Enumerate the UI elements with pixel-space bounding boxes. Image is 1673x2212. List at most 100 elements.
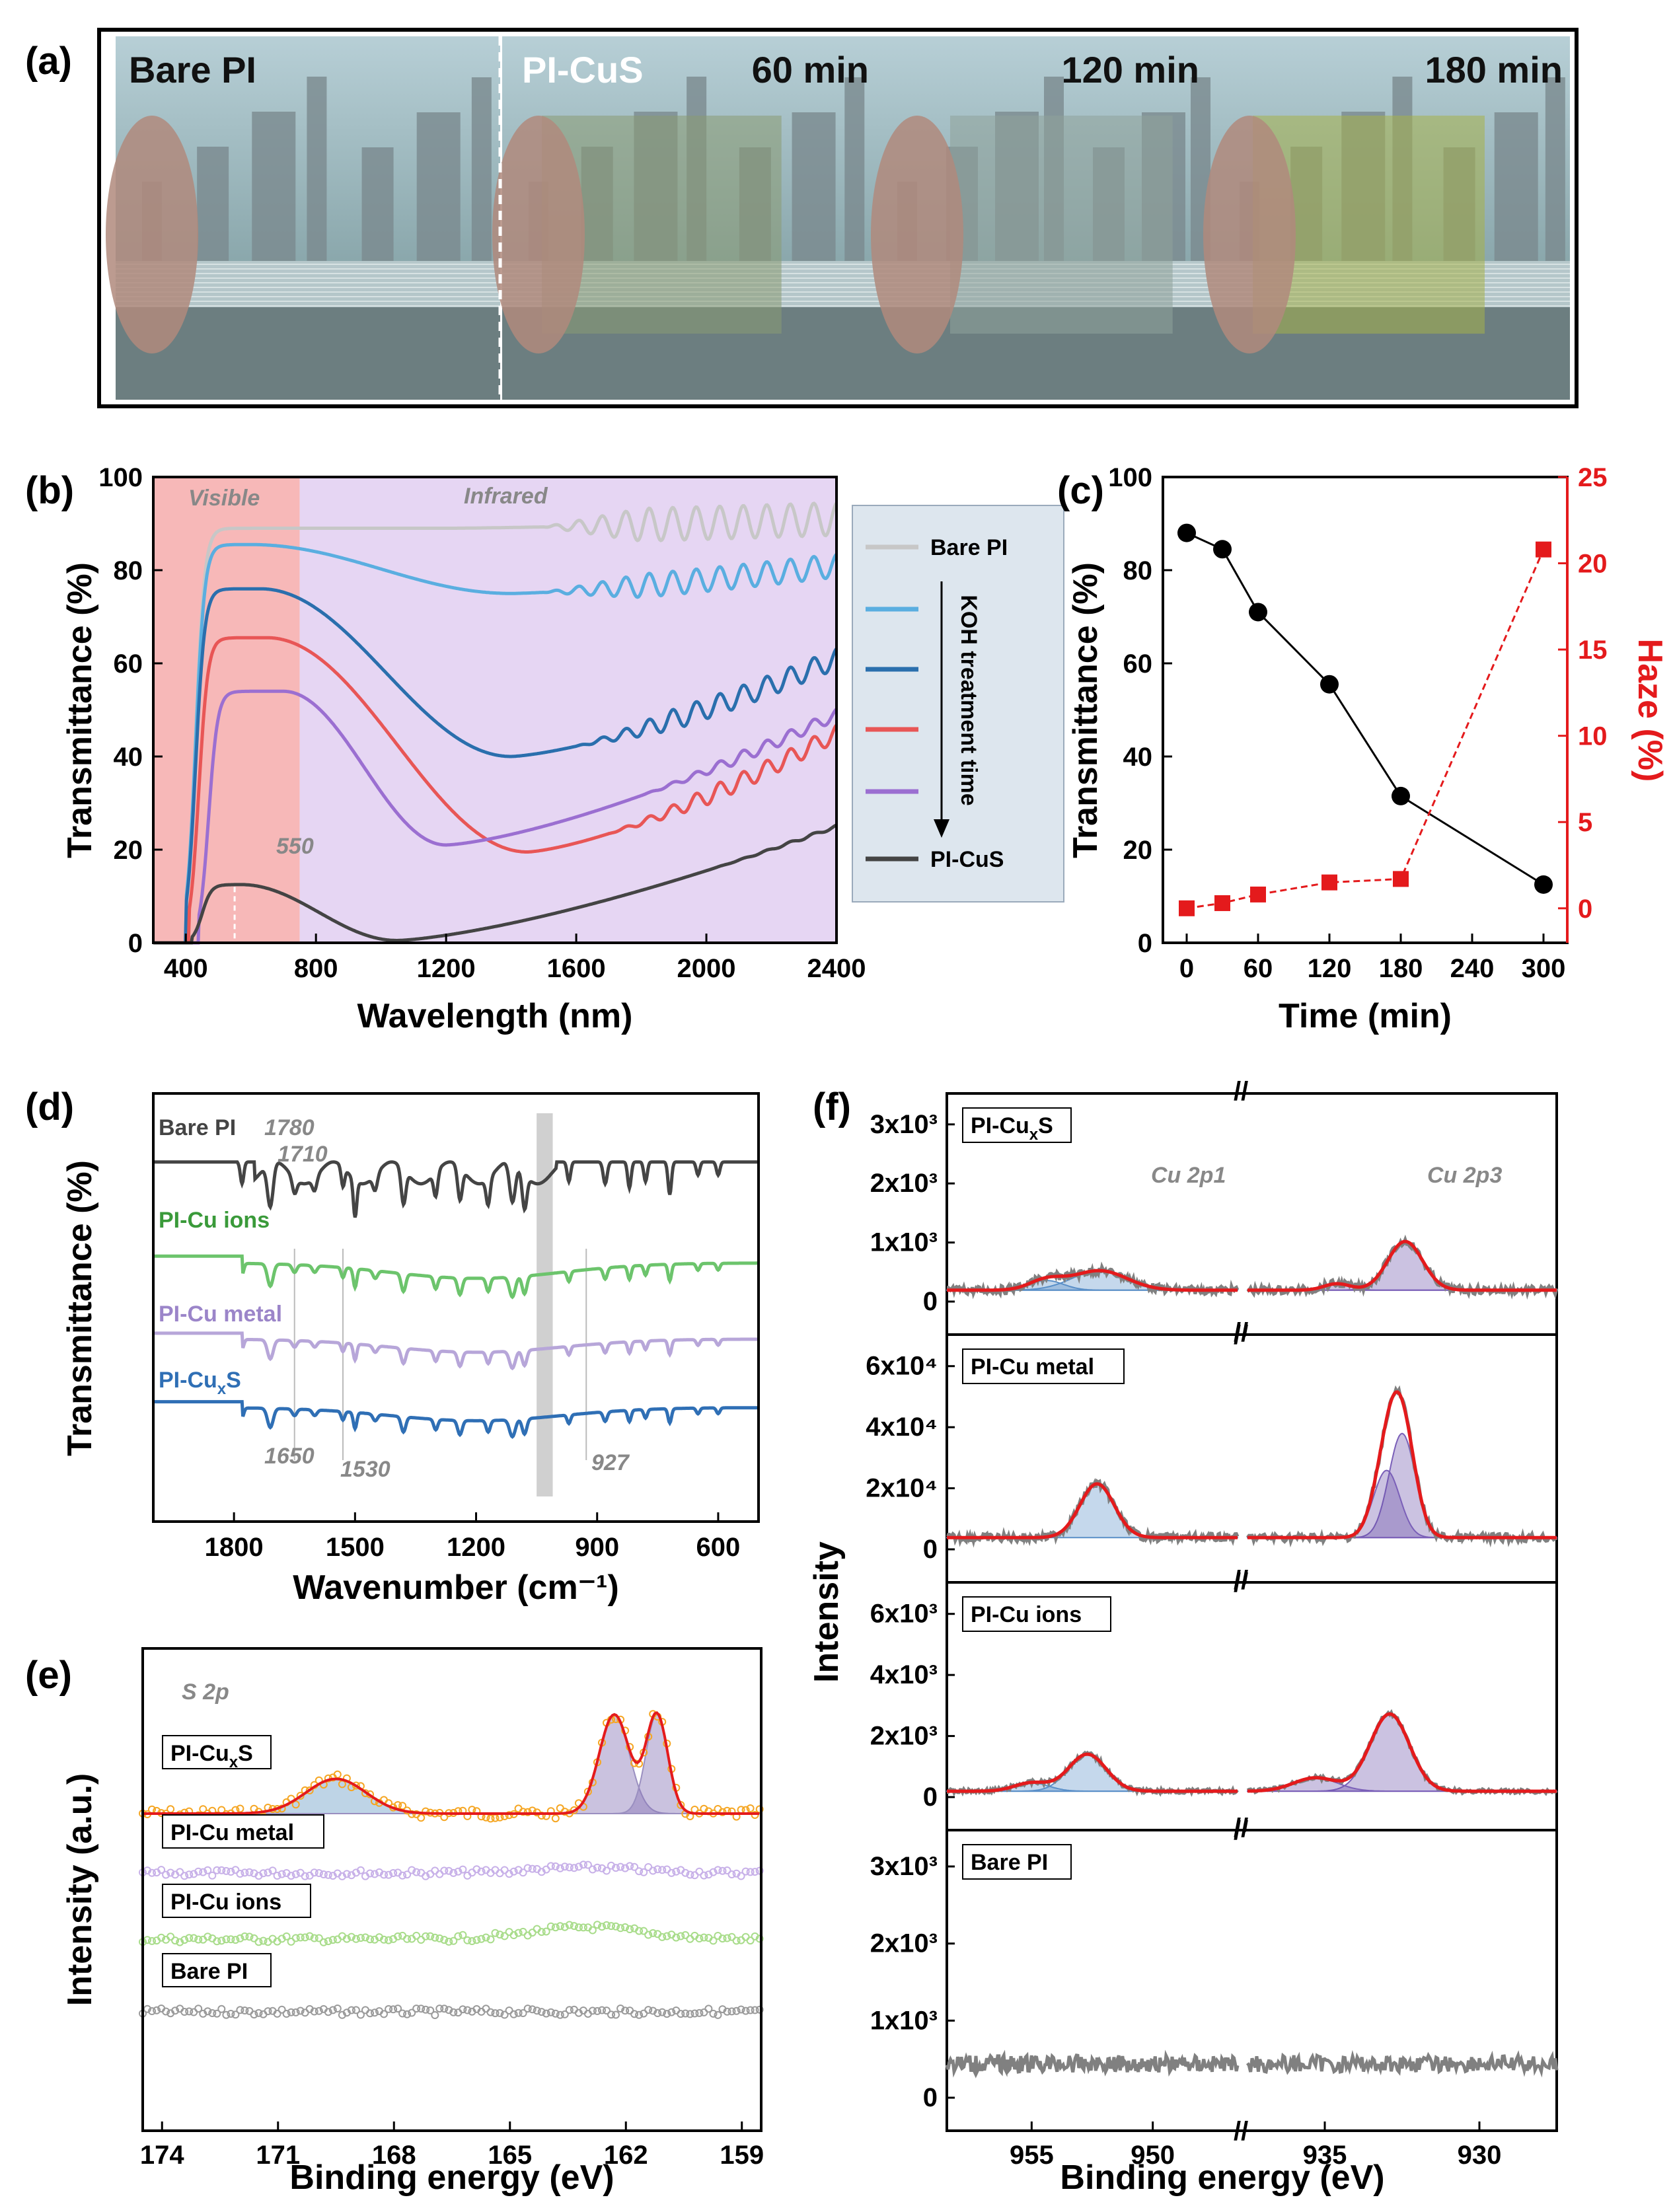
- f-ytick-0-3: 3x10³: [870, 1110, 938, 1139]
- panel-a-frame: [97, 28, 1579, 408]
- c-xtick-120: 120: [1308, 954, 1352, 983]
- f-xtick-955: 955: [1010, 2141, 1054, 2170]
- f-subplot-3: 0 1x10³ 2x10³ 3x10³ // // Bare PI: [870, 1814, 1559, 2146]
- d-ann-1780: 1780: [264, 1115, 315, 1140]
- panel-c-ylabel: Transmittance (%): [1066, 562, 1105, 858]
- svg-text://: //: [1234, 1318, 1248, 1347]
- c-y2tick-25: 25: [1578, 463, 1608, 492]
- panel-d-xlabel: Wavenumber (cm⁻¹): [293, 1568, 619, 1607]
- series-bare-pi: [153, 501, 838, 945]
- panel-f: (f) 0 1x10³ 2x10³ 3x10³ // // PI-CuxS 0 2x10⁴ 4x1…: [807, 1077, 1559, 2197]
- e-label-1: PI-Cu metal: [170, 1820, 294, 1845]
- f-label-2: PI-Cu ions: [971, 1602, 1082, 1627]
- e-xtick-171: 171: [256, 2141, 300, 2170]
- photo-0: [106, 36, 500, 400]
- panel-f-xlabel: Binding energy (eV): [1060, 2158, 1384, 2197]
- f-ytick-0-0: 0: [923, 1287, 938, 1316]
- f-fit-0-0: [947, 1269, 1238, 1292]
- d-ann-1530: 1530: [340, 1457, 390, 1482]
- photo-strip: [106, 36, 1570, 400]
- c-y2tick-10: 10: [1578, 722, 1608, 751]
- f-fit-2-0: [947, 1752, 1238, 1793]
- point-haze-30: [1214, 895, 1230, 911]
- point-transmittance-0: [1177, 523, 1196, 542]
- d-xtick-1800: 1800: [205, 1533, 264, 1562]
- d-ann-1710: 1710: [278, 1142, 328, 1167]
- panel-b-axes: [152, 476, 838, 944]
- series-pi-cu-ions: [153, 1254, 759, 1300]
- e-label-2: PI-Cu ions: [170, 1890, 281, 1915]
- c-xtick-180: 180: [1379, 954, 1423, 983]
- c-xtick-60: 60: [1244, 954, 1273, 983]
- point-haze-120: [1321, 874, 1337, 891]
- svg-text://: //: [1234, 1566, 1248, 1595]
- svg-text://: //: [1234, 1814, 1248, 1843]
- c-y2tick-20: 20: [1578, 550, 1608, 579]
- photo-2: [871, 36, 1213, 400]
- e-label-box-0: PI-CuxS: [162, 1735, 272, 1771]
- f-ytick-0-1: 1x10³: [870, 1228, 938, 1257]
- xtick-2000: 2000: [677, 954, 736, 983]
- ytick-100: 100: [98, 463, 143, 492]
- region-infrared-label: Infrared: [464, 484, 548, 509]
- panel-f-label: (f): [813, 1086, 851, 1128]
- point-transmittance-30: [1213, 540, 1232, 559]
- d-xtick-900: 900: [575, 1533, 619, 1562]
- panel-f-ylabel: Intensity: [807, 1541, 846, 1683]
- e-xtick-165: 165: [488, 2141, 532, 2170]
- c-xtick-300: 300: [1522, 954, 1566, 983]
- panel-e-xlabel: Binding energy (eV): [289, 2158, 614, 2197]
- panel-b: (b) 400 800 1200 1600 2000 2400 0 20 40 60 80 100 V…: [25, 463, 1064, 1035]
- e-xtick-159: 159: [720, 2141, 764, 2170]
- f-ytick-2-3: 6x10³: [870, 1600, 938, 1629]
- f-ytick-1-2: 4x10⁴: [866, 1413, 938, 1442]
- annotation-s2p: S 2p: [182, 1679, 229, 1705]
- xtick-1600: 1600: [547, 954, 606, 983]
- point-haze-0: [1179, 900, 1195, 916]
- f-label-1: PI-Cu metal: [971, 1354, 1094, 1380]
- photo-time-120: 120 min: [1061, 49, 1199, 91]
- f-fit-2-1: [1247, 1712, 1557, 1793]
- panel-e-label: (e): [25, 1654, 72, 1697]
- c-y2tick-0: 0: [1578, 895, 1592, 924]
- c-xtick-0: 0: [1179, 954, 1194, 983]
- f-label-box-3: Bare PI: [962, 1844, 1072, 1880]
- f-label-box-2: PI-Cu ions: [962, 1596, 1111, 1632]
- f-ytick-3-3: 3x10³: [870, 1852, 938, 1881]
- c-y2tick-15: 15: [1578, 636, 1608, 665]
- series-pi-cuxs: [153, 1400, 759, 1439]
- ytick-60: 60: [114, 649, 143, 679]
- series-bare-pi: [139, 2005, 764, 2019]
- d-xtick-1500: 1500: [326, 1533, 385, 1562]
- c-ytick-0: 0: [1138, 929, 1152, 958]
- f-ytick-3-2: 2x10³: [870, 1929, 938, 1958]
- f-raw-3-0: [945, 2049, 1240, 2079]
- f-ytick-0-2: 2x10³: [870, 1169, 938, 1198]
- c-ytick-100: 100: [1108, 463, 1152, 492]
- panel-d-label: (d): [25, 1086, 74, 1128]
- f-ytick-2-0: 0: [923, 1783, 938, 1812]
- series-haze-line: [1186, 549, 1545, 910]
- f-fit-1-1: [1247, 1390, 1557, 1539]
- e-xtick-162: 162: [604, 2141, 648, 2170]
- annotation-cu2p1: Cu 2p1: [1151, 1163, 1226, 1188]
- f-xtick-930: 930: [1458, 2141, 1502, 2170]
- annotation-550: 550: [276, 834, 314, 859]
- d-label-3: PI-CuxS: [159, 1368, 241, 1398]
- band-infrared: [299, 477, 837, 943]
- c-ytick-80: 80: [1123, 556, 1153, 585]
- e-label-box-3: Bare PI: [162, 1953, 272, 1987]
- photo-label-pi-cus: PI-CuS: [522, 49, 644, 91]
- series-pi-cu-ions: [139, 1921, 764, 1946]
- c-ytick-40: 40: [1123, 743, 1153, 772]
- f-fit-peak: [947, 1753, 1238, 1792]
- point-transmittance-60: [1249, 603, 1267, 622]
- photo-3: [1203, 36, 1570, 400]
- photo-time-60: 60 min: [752, 49, 869, 91]
- d-label-1: PI-Cu ions: [159, 1208, 270, 1233]
- panel-a: (a) Bare PI PI-CuS 60 min 120 min 180 mi…: [25, 28, 1579, 408]
- c-xtick-240: 240: [1450, 954, 1495, 983]
- c-y2tick-5: 5: [1578, 808, 1592, 837]
- f-fit-0-1: [1247, 1239, 1557, 1292]
- f-ytick-3-0: 0: [923, 2083, 938, 2112]
